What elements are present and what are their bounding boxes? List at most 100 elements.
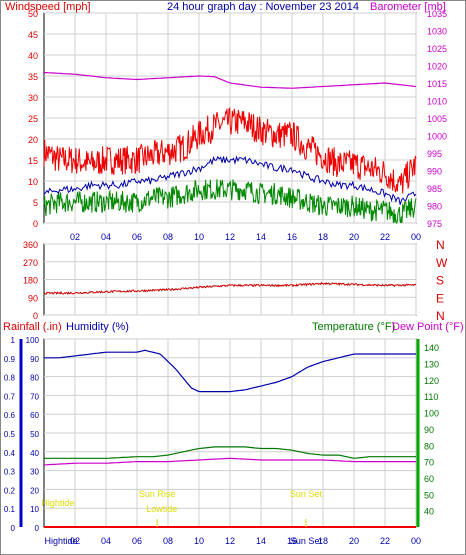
- top-time-tick-label: 22: [380, 232, 390, 242]
- annotation-label: Lowtide: [146, 504, 177, 514]
- bottom-event-label: Hightide: [45, 536, 78, 546]
- windspeed-tick-label: 5: [33, 198, 38, 208]
- humidity-tick-label: 90: [30, 355, 39, 364]
- wind-series: [43, 71, 417, 225]
- temperature-tick-label: 40: [424, 507, 434, 517]
- direction-tick-label: 180: [23, 276, 38, 286]
- compass-label: N: [436, 238, 445, 252]
- humidity-tick-label: 30: [30, 468, 39, 477]
- humidity-tick-label: 50: [30, 430, 39, 439]
- top-time-tick-label: 02: [70, 232, 80, 242]
- rainfall-tick-label: 0.1: [4, 505, 16, 514]
- temperature-axis-title: Temperature (°F): [312, 321, 395, 333]
- series-barometer-line: [43, 71, 417, 89]
- windspeed-tick-label: 50: [28, 9, 38, 19]
- barometer-tick-label: 1005: [427, 114, 447, 124]
- barometer-axis-title: Barometer [mb]: [370, 1, 446, 13]
- humidity-tick-label: 70: [30, 392, 39, 401]
- top-time-tick-label: 06: [132, 232, 142, 242]
- series-dew-point-line: [43, 457, 416, 466]
- bottom-time-ticks: 02 04 06 08 10 12 14 16 18 20 22 00 Hightide Sun Set: [45, 536, 421, 546]
- humidity-series: [43, 349, 416, 528]
- humidity-tick-label: 80: [30, 374, 39, 383]
- tide-sun-annotations: Hightide Sun Rise Lowtide Sun Set: [41, 489, 322, 527]
- temperature-tick-label: 80: [424, 441, 434, 451]
- windspeed-tick-label: 25: [28, 114, 38, 124]
- barometer-tick-label: 990: [427, 167, 442, 177]
- windspeed-tick-label: 35: [28, 72, 38, 82]
- windspeed-tick-label: 20: [28, 135, 38, 145]
- bottom-time-tick-label: 16: [287, 536, 297, 546]
- series-average-wind-line: [43, 155, 417, 205]
- direction-tick-label: 270: [23, 258, 38, 268]
- humidity-ticks: 0 10 20 30 40 50 60 70 80 90 100: [26, 336, 40, 533]
- annotation-label: Sun Set: [290, 489, 323, 499]
- dew-point-axis-title: Dew Point (°F): [392, 321, 464, 333]
- barometer-tick-label: 1030: [427, 27, 447, 37]
- graph-title: 24 hour graph day : November 23 2014: [167, 1, 359, 13]
- temperature-tick-label: 90: [424, 425, 434, 435]
- temperature-tick-label: 130: [424, 360, 439, 370]
- series-wind-direction-line: [43, 281, 417, 295]
- direction-tick-label: 0: [33, 311, 38, 321]
- windspeed-axis-title: Windspeed [mph]: [5, 1, 91, 13]
- windspeed-tick-label: 40: [28, 51, 38, 61]
- compass-label: E: [436, 291, 444, 305]
- temperature-tick-label: 120: [424, 376, 439, 386]
- temperature-tick-label: 70: [424, 458, 434, 468]
- temperature-ticks: 40 50 60 70 80 90 100 110 120 130 140: [416, 339, 439, 527]
- compass-label: W: [436, 256, 448, 270]
- temperature-tick-label: 50: [424, 490, 434, 500]
- humidity-axis-title: Humidity (%): [66, 321, 129, 333]
- bottom-time-tick-label: 18: [318, 536, 328, 546]
- bottom-time-tick-label: 22: [380, 536, 390, 546]
- rainfall-tick-label: 0.9: [4, 355, 16, 364]
- barometer-tick-label: 1015: [427, 79, 447, 89]
- barometer-tick-label: 985: [427, 184, 442, 194]
- humidity-grid: [44, 338, 417, 528]
- humidity-tick-label: 100: [26, 336, 40, 345]
- top-time-tick-label: 20: [349, 232, 359, 242]
- rainfall-tick-label: 0.2: [4, 486, 16, 495]
- bottom-time-tick-label: 12: [225, 536, 235, 546]
- top-time-tick-label: 18: [318, 232, 328, 242]
- barometer-tick-label: 1000: [427, 132, 447, 142]
- top-time-tick-label: 12: [225, 232, 235, 242]
- bottom-time-tick-label: 04: [101, 536, 111, 546]
- direction-grid: [44, 243, 417, 316]
- top-time-tick-label: 10: [194, 232, 204, 242]
- barometer-tick-label: 995: [427, 149, 442, 159]
- bottom-time-tick-label: 06: [132, 536, 142, 546]
- humidity-tick-label: 0: [35, 524, 40, 533]
- direction-tick-label: 360: [23, 240, 38, 250]
- top-time-tick-label: 04: [101, 232, 111, 242]
- windspeed-tick-label: 10: [28, 177, 38, 187]
- windspeed-tick-label: 30: [28, 93, 38, 103]
- windspeed-tick-label: 0: [33, 219, 38, 229]
- direction-degree-ticks: 360 270 180 90 0: [23, 240, 38, 321]
- bottom-time-tick-label: 10: [194, 536, 204, 546]
- temperature-tick-label: 60: [424, 474, 434, 484]
- annotation-label: Hightide: [41, 498, 74, 508]
- rainfall-tick-label: 0.4: [4, 449, 16, 458]
- barometer-tick-label: 1010: [427, 97, 447, 107]
- rainfall-tick-label: 1: [11, 336, 16, 345]
- barometer-tick-label: 980: [427, 202, 442, 212]
- bottom-time-tick-label: 00: [411, 536, 421, 546]
- rainfall-tick-label: 0: [11, 524, 16, 533]
- humidity-temperature-panel: 0 0.1 0.2 0.3 0.4 0.5 0.6 0.7 0.8 0.9 1 0 10 20 30 40 5…: [4, 336, 439, 546]
- series-gust-line: [43, 107, 417, 194]
- top-time-ticks: 02 04 06 08 10 12 14 16 18 20 22 00: [70, 232, 421, 242]
- bottom-time-tick-label: 08: [163, 536, 173, 546]
- series-low-wind-line: [43, 179, 417, 225]
- bottom-time-tick-label: 20: [349, 536, 359, 546]
- barometer-tick-label: 1035: [427, 9, 447, 19]
- windspeed-tick-label: 15: [28, 156, 38, 166]
- humidity-tick-label: 60: [30, 411, 39, 420]
- top-time-tick-label: 08: [163, 232, 173, 242]
- rainfall-axis-title: Rainfall (.in): [3, 321, 62, 333]
- compass-label: S: [436, 274, 444, 288]
